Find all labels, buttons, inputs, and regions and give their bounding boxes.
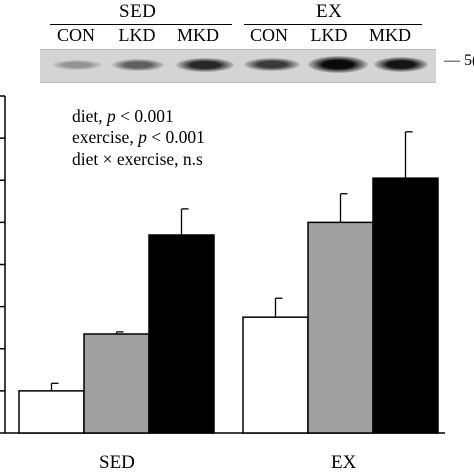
blot-lane-label-ex-lkd: LKD (310, 25, 348, 45)
blot-group-label-ex: EX (316, 1, 343, 22)
bar-sed-mkd (148, 234, 215, 434)
blot-band-ex-lkd (308, 56, 368, 73)
stats-exercise-p-value: < 0.001 (146, 127, 205, 147)
blot-group-rule-ex (244, 24, 422, 25)
stats-diet-p-value: < 0.001 (115, 106, 174, 126)
blot-band-ex-con (244, 58, 300, 71)
x-tick-label-ex: EX (331, 452, 357, 473)
blot-band-sed-con (52, 60, 102, 70)
stats-exercise: exercise, p < 0.001 (72, 127, 205, 148)
blot-lane-label-ex-con: CON (249, 25, 288, 45)
stats-exercise-p-symbol: p (138, 127, 147, 147)
stats-exercise-prefix: exercise, (72, 127, 139, 147)
stats-diet-prefix: diet, (72, 106, 107, 126)
x-tick-label-sed: SED (99, 452, 135, 473)
stats-diet-p-symbol: p (107, 106, 116, 126)
stats-interaction: diet × exercise, n.s (72, 149, 203, 169)
blot-lane-label-sed-mkd: MKD (176, 25, 219, 45)
blot-group-label-sed: SED (119, 1, 157, 22)
blot-band-ex-mkd (374, 57, 428, 72)
bar-sed-con (18, 390, 85, 434)
blot-lane-label-ex-mkd: MKD (368, 25, 411, 45)
blot-lane-label-sed-con: CON (56, 25, 95, 45)
molecular-weight-marker: — 5( (444, 52, 474, 69)
western-blot-image (40, 49, 436, 83)
bar-ex-con (242, 316, 309, 434)
blot-band-sed-mkd (176, 58, 234, 72)
bar-sed-lkd (83, 333, 150, 434)
bar-ex-mkd (372, 177, 439, 434)
bar-ex-lkd (307, 221, 374, 434)
blot-lane-label-sed-lkd: LKD (118, 25, 156, 45)
blot-band-sed-lkd (112, 59, 164, 71)
stats-diet: diet, p < 0.001 (72, 106, 174, 127)
blot-group-rule-sed (50, 24, 232, 25)
